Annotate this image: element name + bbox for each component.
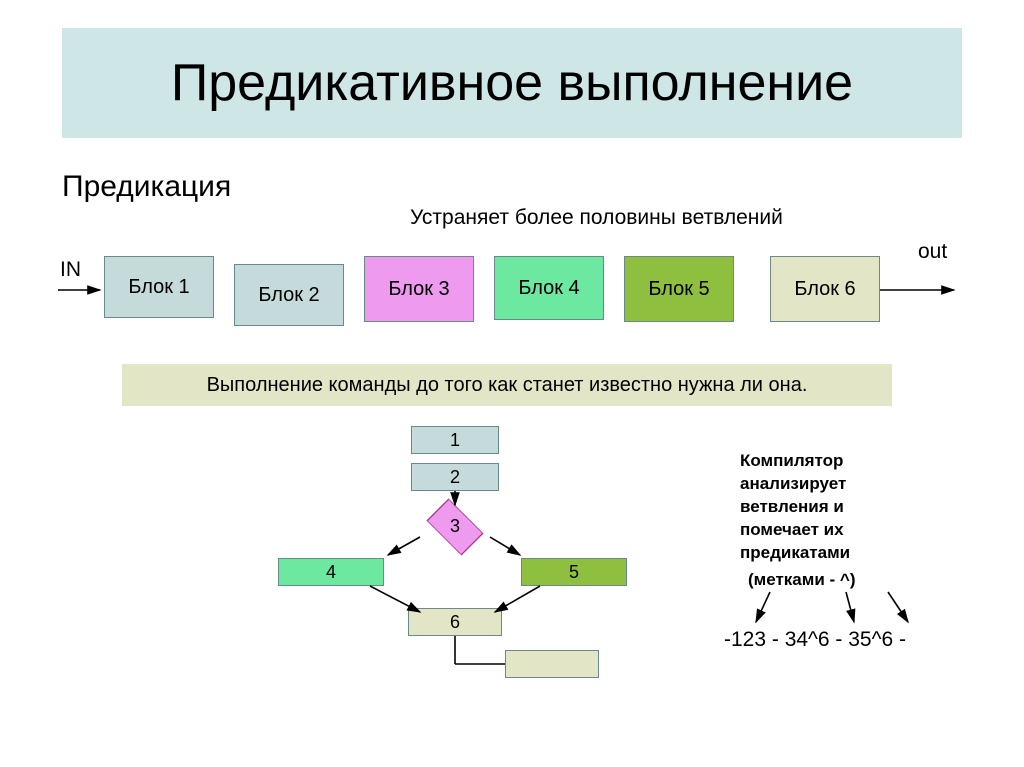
flow-node-2: 2: [411, 463, 499, 491]
block-6: Блок 6: [770, 256, 880, 322]
out-label: out: [918, 240, 947, 264]
flow-node-6: 6: [408, 608, 502, 636]
slide-title: Предикативное выполнение: [171, 53, 853, 113]
formula-text: -123 - 34^6 - 35^6 -: [724, 628, 906, 652]
subtitle: Предикация: [62, 170, 231, 204]
block-3: Блок 3: [364, 256, 474, 322]
block-1: Блок 1: [104, 256, 214, 318]
callout-band: Выполнение команды до того как станет из…: [122, 364, 892, 406]
flow-node-blank: [505, 650, 599, 678]
flow-node-5: 5: [521, 558, 627, 586]
flow-node-1: 1: [411, 426, 499, 454]
compiler-note: Компиляторанализируетветвления ипомечает…: [740, 450, 850, 565]
block-5: Блок 5: [624, 256, 734, 322]
slide-title-band: Предикативное выполнение: [62, 28, 962, 138]
block-4: Блок 4: [494, 256, 604, 320]
flow-node-3-label: 3: [445, 516, 465, 536]
flow-node-4: 4: [278, 558, 384, 586]
compiler-note-2: (метками - ^): [748, 570, 855, 590]
description-text: Устраняет более половины ветвлений: [410, 206, 783, 230]
block-2: Блок 2: [234, 264, 344, 326]
in-label: IN: [60, 258, 81, 282]
callout-text: Выполнение команды до того как станет из…: [207, 374, 808, 397]
